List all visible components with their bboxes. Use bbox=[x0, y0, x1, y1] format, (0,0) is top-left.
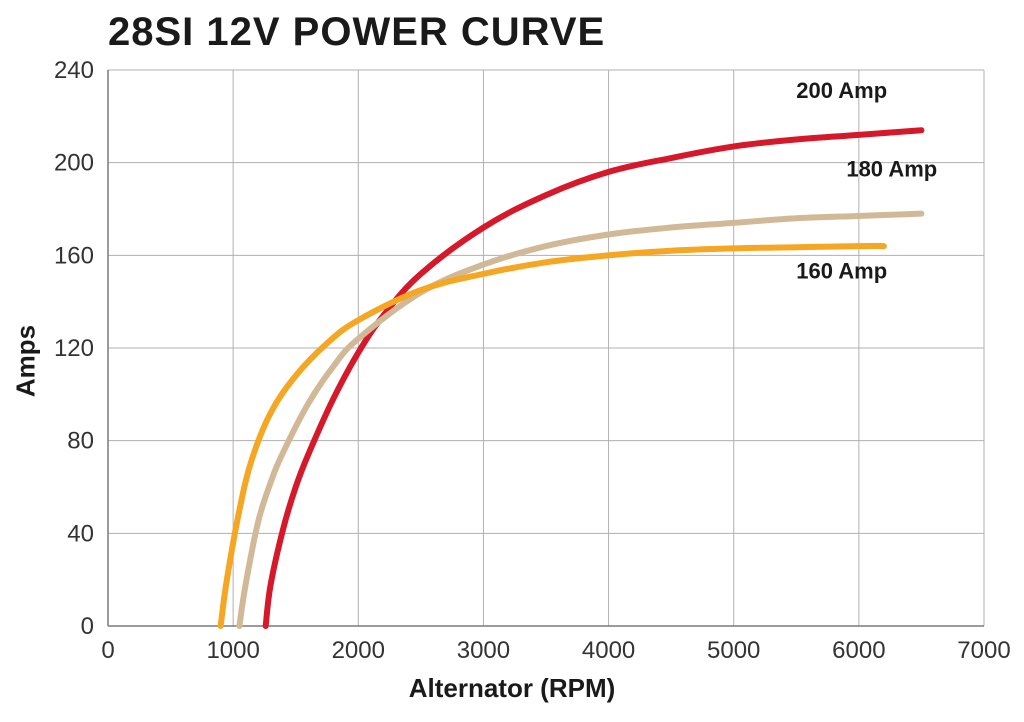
chart-svg: 0 1000 2000 3000 4000 5000 6000 7000 0 40 80 120 160… bbox=[0, 0, 1024, 722]
y-tick-label: 120 bbox=[54, 335, 94, 362]
x-tick-label: 3000 bbox=[457, 637, 510, 664]
series-label: 180 Amp bbox=[846, 157, 937, 182]
x-tick-label: 0 bbox=[101, 637, 114, 664]
x-tick-label: 5000 bbox=[707, 637, 760, 664]
chart-container: 28SI 12V POWER CURVE Amps Alternator (RP… bbox=[0, 0, 1024, 722]
y-tick-label: 240 bbox=[54, 57, 94, 84]
y-tick-label: 0 bbox=[81, 613, 94, 640]
y-tick-label: 160 bbox=[54, 242, 94, 269]
x-tick-label: 1000 bbox=[206, 637, 259, 664]
x-tick-label: 6000 bbox=[832, 637, 885, 664]
series-label: 160 Amp bbox=[796, 259, 887, 284]
y-tick-label: 200 bbox=[54, 150, 94, 177]
series-label: 200 Amp bbox=[796, 78, 887, 103]
series-line bbox=[266, 130, 922, 626]
x-tick-label: 7000 bbox=[957, 637, 1010, 664]
x-tick-label: 4000 bbox=[582, 637, 635, 664]
y-tick-label: 80 bbox=[67, 428, 94, 455]
x-tick-label: 2000 bbox=[332, 637, 385, 664]
series-line bbox=[221, 246, 884, 626]
y-tick-label: 40 bbox=[67, 520, 94, 547]
